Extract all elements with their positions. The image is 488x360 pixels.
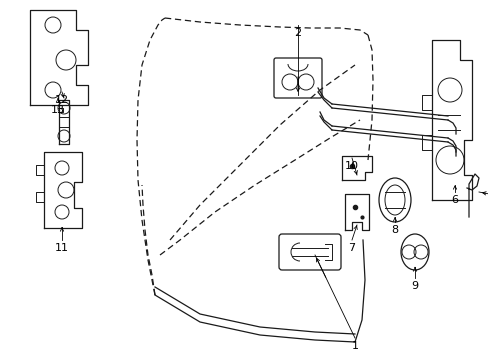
Text: 13: 13 [51, 105, 65, 115]
Text: 9: 9 [410, 281, 418, 291]
Text: 11: 11 [55, 243, 69, 253]
Text: 6: 6 [450, 195, 458, 205]
Text: 12: 12 [55, 95, 69, 105]
Text: 8: 8 [390, 225, 398, 235]
Text: 1: 1 [351, 341, 358, 351]
Text: 7: 7 [348, 243, 355, 253]
Text: 10: 10 [345, 161, 358, 171]
Text: 2: 2 [294, 28, 301, 38]
